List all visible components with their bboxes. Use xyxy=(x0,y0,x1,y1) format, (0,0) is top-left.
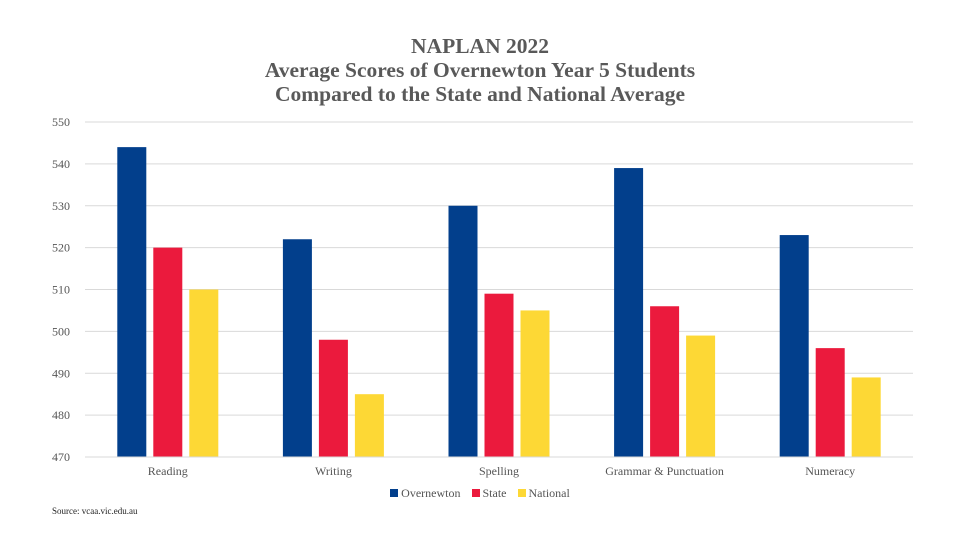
legend-item-overnewton: Overnewton xyxy=(390,486,461,501)
legend-item-state: State xyxy=(471,486,507,501)
legend-swatch-state xyxy=(471,489,480,497)
bar-state-reading xyxy=(153,247,183,457)
bar-national-grammar-punctuation xyxy=(686,335,716,457)
chart-title-line-1: NAPLAN 2022 xyxy=(411,34,549,58)
legend-label-state: State xyxy=(482,486,507,500)
x-tick-label-spelling: Spelling xyxy=(479,464,519,478)
bar-state-grammar-punctuation xyxy=(650,306,680,457)
bar-national-numeracy xyxy=(851,377,881,457)
bar-state-spelling xyxy=(484,293,514,457)
y-tick-label-520: 520 xyxy=(52,241,70,255)
bar-state-numeracy xyxy=(815,348,845,457)
x-tick-label-writing: Writing xyxy=(315,464,352,478)
legend: Overnewton State National xyxy=(0,486,960,501)
legend-label-national: National xyxy=(528,486,570,500)
legend-swatch-national xyxy=(517,489,526,497)
y-tick-label-510: 510 xyxy=(52,283,70,297)
y-tick-label-470: 470 xyxy=(52,450,70,464)
chart-title-line-3: Compared to the State and National Avera… xyxy=(274,82,686,106)
bar-overnewton-grammar-punctuation xyxy=(614,168,644,457)
y-tick-label-500: 500 xyxy=(52,324,70,338)
x-tick-label-numeracy: Numeracy xyxy=(805,464,855,478)
bar-overnewton-writing xyxy=(282,239,312,457)
legend-item-national: National xyxy=(517,486,570,501)
bar-national-spelling xyxy=(520,310,550,457)
x-tick-label-grammar-punctuation: Grammar & Punctuation xyxy=(605,464,724,478)
chart-title-line-2: Average Scores of Overnewton Year 5 Stud… xyxy=(264,58,696,82)
y-tick-label-490: 490 xyxy=(52,366,70,380)
y-tick-label-550: 550 xyxy=(52,115,70,129)
chart-title: NAPLAN 2022 Average Scores of Overnewton… xyxy=(0,34,960,106)
legend-swatch-overnewton xyxy=(390,489,399,497)
bar-overnewton-reading xyxy=(117,147,147,457)
bar-overnewton-spelling xyxy=(448,205,478,457)
x-tick-label-reading: Reading xyxy=(148,464,188,478)
source-note: Source: vcaa.vic.edu.au xyxy=(52,506,138,516)
bar-state-writing xyxy=(318,339,348,457)
bar-national-reading xyxy=(189,289,219,457)
bar-national-writing xyxy=(354,394,384,457)
bar-overnewton-numeracy xyxy=(779,235,809,457)
y-tick-label-540: 540 xyxy=(52,157,70,171)
legend-label-overnewton: Overnewton xyxy=(401,486,461,500)
y-tick-label-480: 480 xyxy=(52,408,70,422)
y-tick-label-530: 530 xyxy=(52,199,70,213)
